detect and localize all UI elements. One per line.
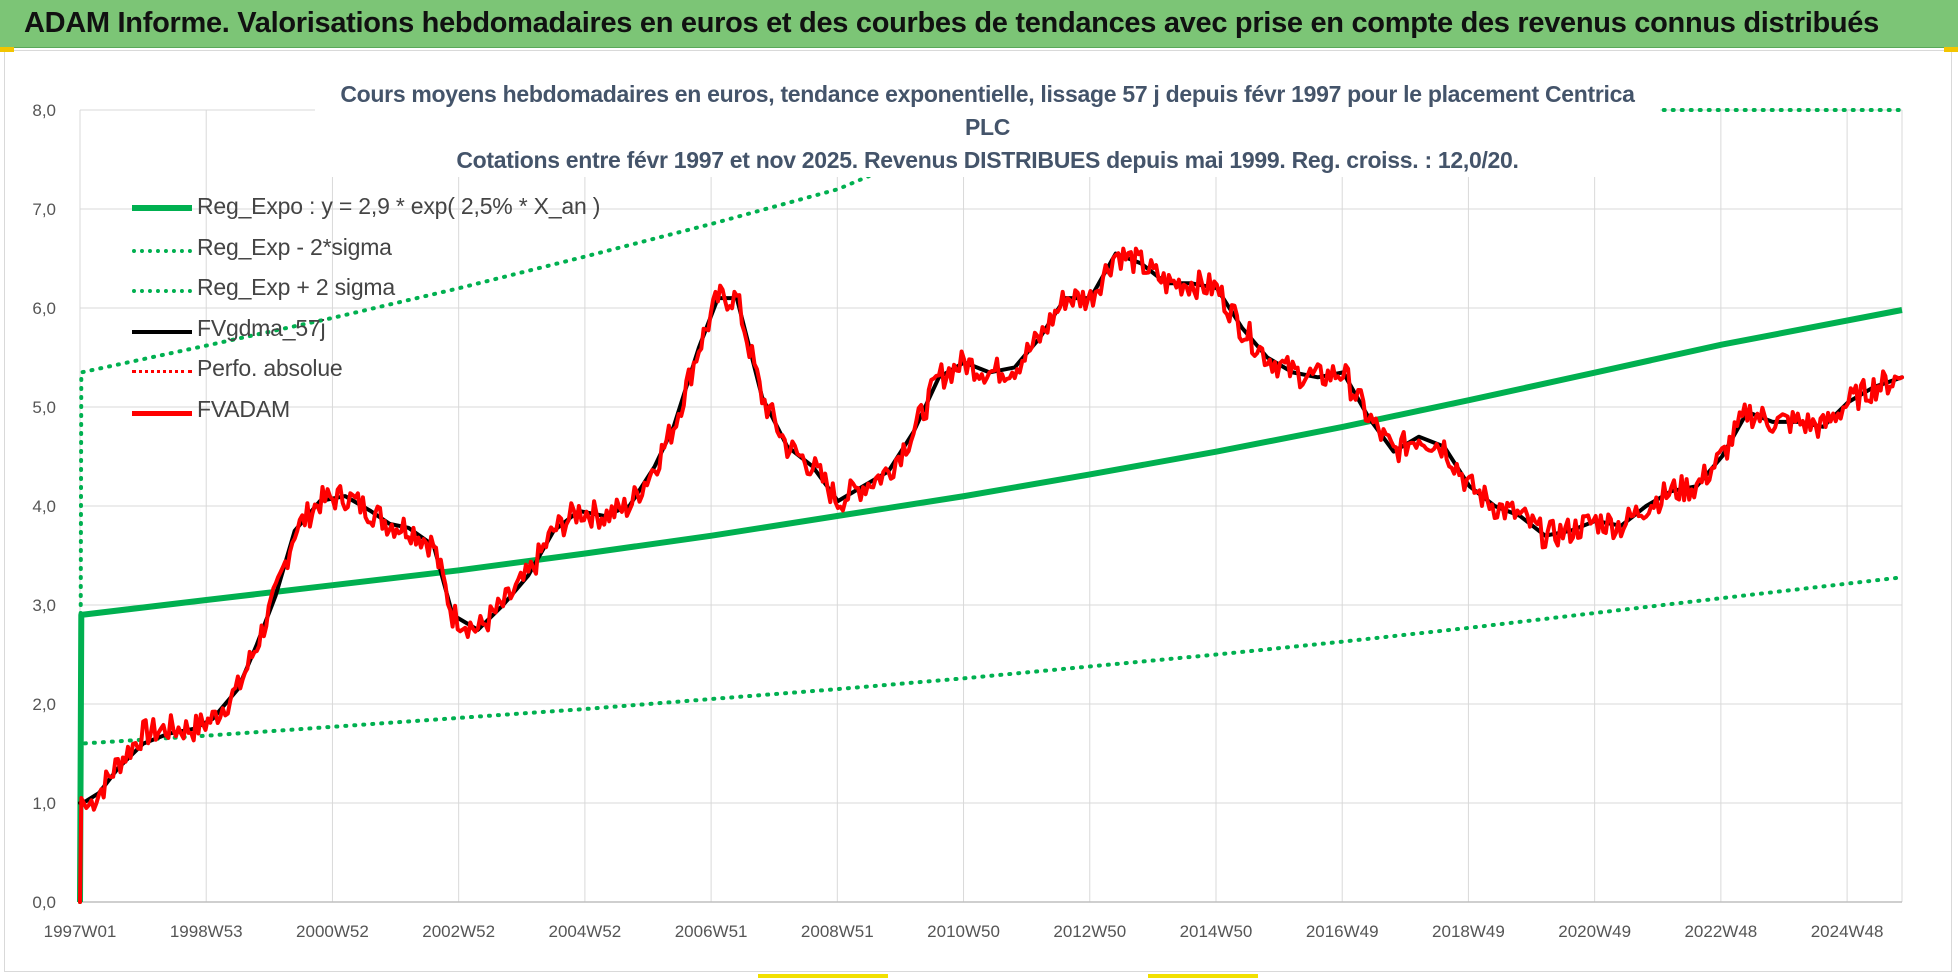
corner-marker-right bbox=[1944, 47, 1958, 52]
x-tick-labels: 1997W01 1998W53 2000W52 2002W52 2004W52 2006W… bbox=[44, 922, 1884, 941]
chart-title: Cours moyens hebdomadaires en euros, ten… bbox=[340, 81, 1635, 140]
legend-label: Reg_Exp + 2 sigma bbox=[197, 274, 395, 300]
x-tick-label: 2016W49 bbox=[1306, 922, 1379, 941]
y-tick-labels: 0,0 1,0 2,0 3,0 4,0 5,0 6,0 7,0 8,0 bbox=[32, 101, 56, 912]
legend-swatch-perfo-absolue bbox=[132, 370, 192, 373]
x-tick-label: 2014W50 bbox=[1180, 922, 1253, 941]
legend-item: Reg_Expo : y = 2,9 * exp( 2,5% * X_an ) bbox=[132, 190, 612, 231]
legend-label: Reg_Exp - 2*sigma bbox=[197, 233, 392, 260]
x-tick-label: 2024W48 bbox=[1811, 922, 1884, 941]
y-tick-label: 3,0 bbox=[32, 596, 56, 615]
chart-frame bbox=[4, 50, 1952, 972]
legend-swatch-fvadam bbox=[132, 410, 192, 416]
legend-item: Perfo. absolue bbox=[132, 352, 612, 393]
legend-label: Reg_Expo : y = 2,9 * exp( 2,5% * X_an ) bbox=[197, 193, 601, 219]
series-reg-minus-sigma bbox=[78, 575, 1904, 904]
x-tick-label: 2000W52 bbox=[296, 922, 369, 941]
y-tick-label: 4,0 bbox=[32, 497, 56, 516]
corner-marker-left bbox=[0, 47, 14, 52]
x-tick-label: 2002W52 bbox=[422, 922, 495, 941]
legend-swatch-reg-plus-sigma bbox=[132, 289, 192, 293]
bottom-marker bbox=[758, 974, 888, 978]
y-tick-label: 5,0 bbox=[32, 398, 56, 417]
legend-item: Reg_Exp + 2 sigma bbox=[132, 271, 612, 312]
legend-swatch-fvgdma bbox=[132, 329, 192, 334]
x-tick-label: 2012W50 bbox=[1053, 922, 1126, 941]
x-tick-label: 1997W01 bbox=[44, 922, 117, 941]
legend-item: FVgdma_57j bbox=[132, 312, 612, 353]
chart-subtitle: Cotations entre févr 1997 et nov 2025. R… bbox=[456, 147, 1519, 173]
legend-label: Perfo. absolue bbox=[197, 355, 343, 381]
y-tick-label: 0,0 bbox=[32, 893, 56, 912]
x-tick-label: 2020W49 bbox=[1558, 922, 1631, 941]
y-tick-label: 8,0 bbox=[32, 101, 56, 120]
series-fvadam bbox=[78, 246, 1904, 904]
legend-swatch-reg-expo bbox=[132, 205, 192, 211]
y-tick-label: 2,0 bbox=[32, 695, 56, 714]
chart-legend: Reg_Expo : y = 2,9 * exp( 2,5% * X_an ) … bbox=[132, 190, 612, 433]
report-banner: ADAM Informe. Valorisations hebdomadaire… bbox=[0, 0, 1958, 48]
x-tick-label: 2018W49 bbox=[1432, 922, 1505, 941]
y-tick-label: 6,0 bbox=[32, 299, 56, 318]
legend-label: FVgdma_57j bbox=[197, 314, 326, 341]
y-tick-label: 1,0 bbox=[32, 794, 56, 813]
bottom-marker bbox=[1148, 974, 1258, 978]
report-title: ADAM Informe. Valorisations hebdomadaire… bbox=[24, 7, 1879, 39]
x-tick-label: 2010W50 bbox=[927, 922, 1000, 941]
legend-swatch-reg-minus-sigma bbox=[132, 248, 192, 253]
series-reg-expo bbox=[77, 307, 1903, 903]
legend-item: Reg_Exp - 2*sigma bbox=[132, 231, 612, 272]
x-tick-label: 2008W51 bbox=[801, 922, 874, 941]
x-tick-label: 2006W51 bbox=[675, 922, 748, 941]
series-lines bbox=[77, 108, 1904, 904]
legend-item: FVADAM bbox=[132, 393, 612, 434]
x-tick-label: 1998W53 bbox=[170, 922, 243, 941]
x-tick-label: 2022W48 bbox=[1684, 922, 1757, 941]
y-tick-label: 7,0 bbox=[32, 200, 56, 219]
chart-title-block: Cours moyens hebdomadaires en euros, ten… bbox=[315, 78, 1660, 177]
legend-label: FVADAM bbox=[197, 395, 290, 422]
x-tick-label: 2004W52 bbox=[548, 922, 621, 941]
